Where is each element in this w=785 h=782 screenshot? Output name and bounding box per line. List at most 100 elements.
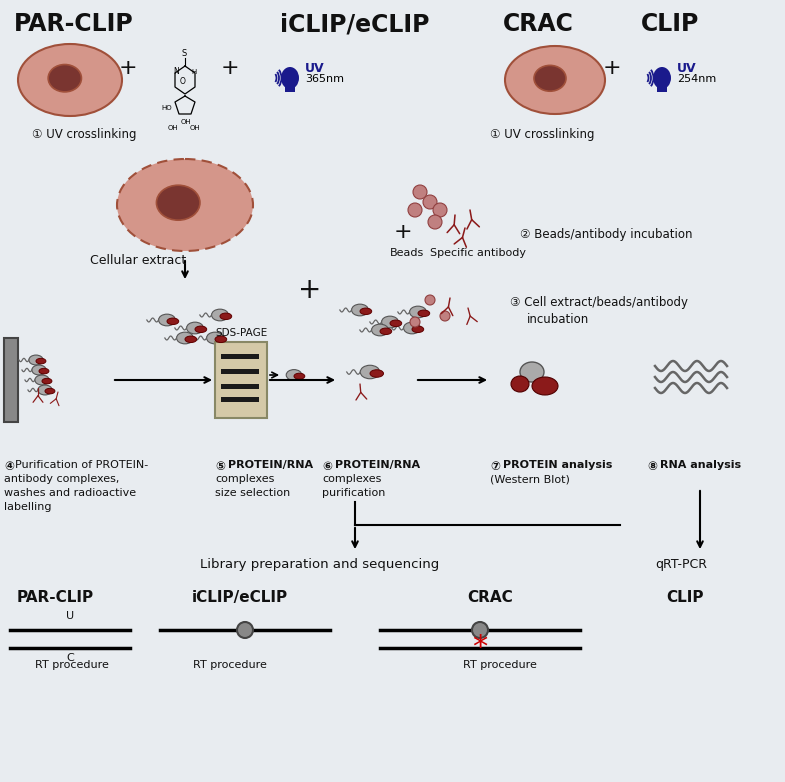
Ellipse shape (511, 376, 529, 392)
Ellipse shape (159, 314, 176, 326)
Ellipse shape (410, 306, 426, 317)
Ellipse shape (281, 67, 299, 89)
Circle shape (425, 295, 435, 305)
Bar (221, 397, 259, 402)
Text: washes and radioactive: washes and radioactive (4, 488, 136, 498)
Circle shape (433, 203, 447, 217)
Bar (215, 342, 267, 418)
Ellipse shape (167, 318, 179, 325)
Text: Purification of PROTEIN-: Purification of PROTEIN- (15, 460, 148, 470)
Ellipse shape (195, 326, 206, 332)
Ellipse shape (220, 313, 232, 320)
Ellipse shape (187, 322, 203, 334)
Circle shape (440, 311, 450, 321)
Text: (Western Blot): (Western Blot) (490, 474, 570, 484)
Text: ⑦: ⑦ (490, 460, 500, 473)
Ellipse shape (371, 325, 389, 335)
Text: Cellular extract: Cellular extract (90, 254, 186, 267)
Text: PROTEIN/RNA: PROTEIN/RNA (335, 460, 420, 470)
Ellipse shape (32, 365, 46, 375)
Circle shape (237, 622, 253, 638)
Text: antibody complexes,: antibody complexes, (4, 474, 119, 484)
Ellipse shape (532, 377, 558, 395)
Circle shape (428, 215, 442, 229)
Circle shape (472, 622, 488, 638)
Text: OH: OH (181, 119, 192, 125)
Text: ⑥: ⑥ (322, 460, 332, 473)
Text: O: O (180, 77, 186, 85)
Text: ① UV crosslinking: ① UV crosslinking (490, 128, 594, 141)
Ellipse shape (206, 332, 224, 344)
Text: PAR-CLIP: PAR-CLIP (16, 590, 93, 605)
Text: OH: OH (168, 125, 178, 131)
Ellipse shape (360, 308, 372, 314)
Text: SDS-PAGE: SDS-PAGE (215, 328, 267, 338)
Text: ② Beads/antibody incubation: ② Beads/antibody incubation (520, 228, 692, 241)
Text: UV: UV (677, 62, 696, 75)
Ellipse shape (36, 358, 46, 364)
Text: iCLIP/eCLIP: iCLIP/eCLIP (192, 590, 288, 605)
Ellipse shape (418, 310, 429, 317)
Ellipse shape (403, 322, 421, 334)
Text: ④: ④ (4, 460, 14, 473)
Text: size selection: size selection (215, 488, 290, 498)
Text: *: * (473, 633, 487, 662)
Ellipse shape (380, 328, 392, 335)
Ellipse shape (185, 336, 197, 343)
Ellipse shape (360, 365, 380, 378)
Text: complexes: complexes (215, 474, 275, 484)
Text: purification: purification (322, 488, 385, 498)
Text: complexes: complexes (322, 474, 382, 484)
Text: RT procedure: RT procedure (35, 660, 109, 670)
Ellipse shape (653, 67, 671, 89)
Text: +: + (394, 222, 412, 242)
Bar (221, 384, 259, 389)
Bar (285, 87, 295, 92)
Text: S: S (181, 49, 187, 59)
Text: 365nm: 365nm (305, 74, 344, 84)
Text: PROTEIN analysis: PROTEIN analysis (503, 460, 612, 470)
Bar (657, 87, 667, 92)
Ellipse shape (45, 389, 55, 394)
Text: labelling: labelling (4, 502, 52, 512)
Circle shape (410, 317, 420, 327)
Text: CRAC: CRAC (467, 590, 513, 605)
Text: RT procedure: RT procedure (193, 660, 267, 670)
Bar (221, 369, 259, 374)
Text: PAR-CLIP: PAR-CLIP (14, 12, 133, 36)
Text: CRAC: CRAC (502, 12, 573, 36)
Text: CLIP: CLIP (641, 12, 699, 36)
Text: +: + (603, 58, 621, 78)
Text: ⑧: ⑧ (647, 460, 657, 473)
Text: H: H (192, 69, 196, 75)
Text: +: + (298, 276, 322, 304)
Ellipse shape (520, 362, 544, 382)
Text: UV: UV (305, 62, 325, 75)
Text: PROTEIN/RNA: PROTEIN/RNA (228, 460, 313, 470)
Text: 254nm: 254nm (677, 74, 716, 84)
Text: N: N (173, 67, 179, 77)
Text: +: + (221, 58, 239, 78)
Text: ③ Cell extract/beads/antibody: ③ Cell extract/beads/antibody (510, 296, 688, 309)
Circle shape (408, 203, 422, 217)
Bar (4, 338, 18, 422)
Ellipse shape (48, 65, 82, 91)
Text: ① UV crosslinking: ① UV crosslinking (32, 128, 137, 141)
Text: RNA analysis: RNA analysis (660, 460, 741, 470)
Ellipse shape (177, 332, 193, 344)
Circle shape (423, 195, 437, 209)
Text: qRT-PCR: qRT-PCR (655, 558, 707, 571)
Text: +: + (119, 58, 137, 78)
Ellipse shape (42, 378, 52, 384)
Ellipse shape (215, 336, 227, 343)
Ellipse shape (38, 385, 52, 395)
Ellipse shape (505, 46, 605, 114)
Ellipse shape (211, 309, 228, 321)
Text: U: U (66, 611, 74, 621)
Ellipse shape (382, 316, 399, 328)
Ellipse shape (370, 370, 384, 377)
Ellipse shape (352, 304, 368, 316)
Ellipse shape (117, 159, 253, 251)
Ellipse shape (534, 66, 566, 91)
Ellipse shape (35, 375, 49, 385)
